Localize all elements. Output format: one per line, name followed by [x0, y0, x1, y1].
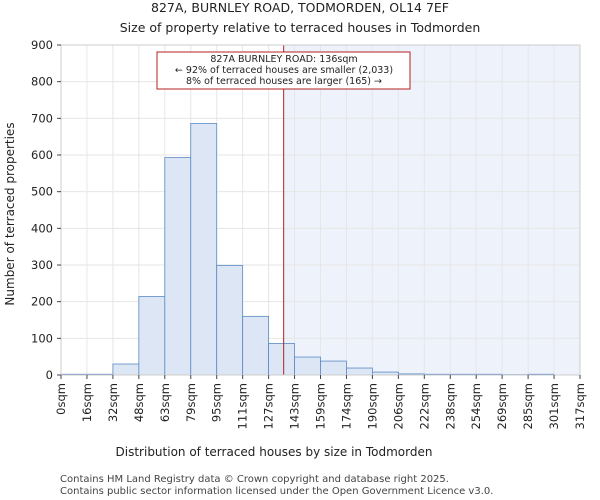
- bar-32sqm: [112, 363, 140, 376]
- chart-subtitle: Size of property relative to terraced ho…: [120, 20, 481, 35]
- y-tick-label: 600: [31, 148, 53, 162]
- y-tick-label: 800: [31, 75, 53, 89]
- y-axis-label: Number of terraced properties: [3, 122, 17, 305]
- x-tick-label: 222sqm: [417, 383, 431, 429]
- x-tick-label: 317sqm: [573, 383, 587, 429]
- x-tick-label: 127sqm: [262, 383, 276, 429]
- chart-title: 827A, BURNLEY ROAD, TODMORDEN, OL14 7EF: [151, 0, 449, 15]
- y-tick-label: 300: [31, 258, 53, 272]
- y-tick-label: 100: [31, 331, 53, 345]
- bar-63sqm: [164, 157, 192, 376]
- footer-line2: Contains public sector information licen…: [60, 486, 493, 497]
- x-tick-label: 79sqm: [184, 383, 198, 422]
- y-tick-label: 500: [31, 185, 53, 199]
- x-tick-label: 206sqm: [391, 383, 405, 429]
- annotation-box: [156, 51, 411, 90]
- x-tick-label: 32sqm: [106, 383, 120, 422]
- x-tick-label: 254sqm: [469, 383, 483, 429]
- y-tick-label: 900: [31, 38, 53, 52]
- bar-79sqm: [190, 123, 218, 376]
- x-tick-label: 63sqm: [158, 383, 172, 422]
- x-tick-label: 16sqm: [80, 383, 94, 422]
- bar-174sqm: [346, 367, 373, 376]
- annotation-line2: ← 92% of terraced houses are smaller (2,…: [175, 65, 393, 76]
- x-tick-label: 238sqm: [443, 383, 457, 429]
- x-tick-label: 269sqm: [495, 383, 509, 429]
- y-tick-label: 400: [31, 221, 53, 235]
- bar-48sqm: [138, 296, 166, 376]
- bar-127sqm: [268, 343, 295, 376]
- larger-region-shade: [283, 45, 580, 375]
- x-tick-label: 48sqm: [132, 383, 146, 422]
- bar-159sqm: [320, 360, 347, 376]
- annotation-line1: 827A BURNLEY ROAD: 136sqm: [210, 54, 357, 65]
- x-tick-label: 111sqm: [236, 383, 250, 429]
- x-tick-label: 159sqm: [314, 383, 328, 429]
- x-tick-label: 174sqm: [339, 383, 353, 429]
- x-tick-label: 285sqm: [521, 383, 535, 429]
- y-tick-label: 700: [31, 111, 53, 125]
- bar-95sqm: [216, 264, 244, 376]
- x-tick-label: 143sqm: [288, 383, 302, 429]
- bar-143sqm: [294, 356, 321, 376]
- y-tick-label: 200: [31, 295, 53, 309]
- x-tick-label: 190sqm: [365, 383, 379, 429]
- x-tick-label: 0sqm: [54, 383, 68, 415]
- x-tick-label: 95sqm: [210, 383, 224, 422]
- footer-line1: Contains HM Land Registry data © Crown c…: [60, 474, 449, 485]
- bar-111sqm: [242, 315, 269, 376]
- y-tick-label: 0: [46, 368, 53, 382]
- x-axis-label: Distribution of terraced houses by size …: [116, 445, 433, 459]
- x-tick-label: 301sqm: [547, 383, 561, 429]
- annotation-line3: 8% of terraced houses are larger (165) →: [186, 76, 382, 87]
